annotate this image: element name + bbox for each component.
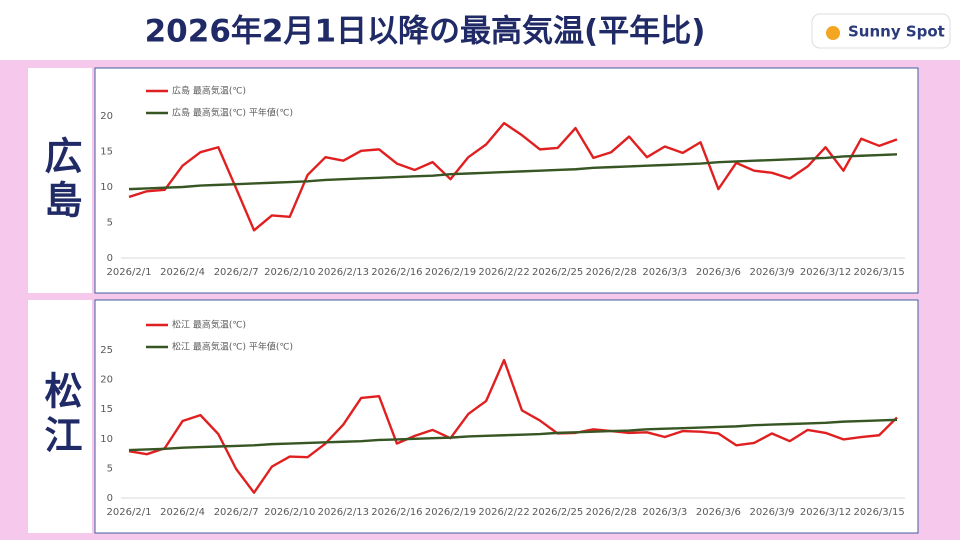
legend-label: 広島 最高気温(℃) — [172, 85, 246, 97]
x-tick-label: 2026/3/9 — [750, 267, 795, 278]
panel-label-box — [28, 68, 92, 293]
page-title: 2026年2月1日以降の最高気温(平年比) — [145, 14, 706, 50]
x-tick-label: 2026/2/13 — [318, 267, 369, 278]
panel-label: 広島 — [38, 136, 82, 224]
y-tick-label: 0 — [107, 493, 113, 504]
y-tick-label: 0 — [107, 253, 113, 264]
series-line — [128, 418, 898, 452]
y-tick-label: 15 — [100, 404, 113, 415]
series-line — [128, 153, 898, 191]
x-tick-label: 2026/3/12 — [800, 267, 851, 278]
header-band — [0, 0, 960, 60]
x-tick-label: 2026/2/7 — [214, 267, 259, 278]
x-tick-label: 2026/3/3 — [642, 267, 687, 278]
x-tick-label: 2026/2/10 — [264, 507, 315, 518]
y-tick-label: 5 — [107, 218, 113, 229]
logo-box — [811, 13, 951, 49]
x-tick-label: 2026/2/28 — [586, 507, 637, 518]
series-line — [128, 358, 898, 494]
x-tick-label: 2026/2/13 — [318, 507, 369, 518]
y-tick-label: 10 — [100, 182, 113, 193]
x-tick-label: 2026/3/9 — [750, 507, 795, 518]
y-tick-label: 15 — [100, 147, 113, 158]
x-tick-label: 2026/2/16 — [371, 507, 422, 518]
chart-frame — [94, 67, 919, 294]
x-tick-label: 2026/2/22 — [478, 507, 529, 518]
x-tick-label: 2026/2/25 — [532, 507, 583, 518]
y-tick-label: 5 — [107, 463, 113, 474]
x-tick-label: 2026/2/16 — [371, 267, 422, 278]
panel-label: 松江 — [38, 371, 82, 459]
y-tick-label: 25 — [100, 345, 113, 356]
y-tick-label: 20 — [100, 375, 113, 386]
x-tick-label: 2026/2/19 — [425, 507, 476, 518]
x-tick-label: 2026/3/3 — [642, 507, 687, 518]
x-tick-label: 2026/3/12 — [800, 507, 851, 518]
x-tick-label: 2026/3/15 — [853, 507, 904, 518]
x-tick-label: 2026/2/25 — [532, 267, 583, 278]
x-tick-label: 2026/3/6 — [696, 507, 741, 518]
x-tick-label: 2026/2/28 — [586, 267, 637, 278]
logo-sun — [826, 26, 840, 40]
y-tick-label: 20 — [100, 111, 113, 122]
x-tick-label: 2026/2/7 — [214, 507, 259, 518]
y-tick-label: 10 — [100, 434, 113, 445]
x-tick-label: 2026/3/15 — [853, 267, 904, 278]
chart-frame — [94, 299, 919, 534]
x-tick-label: 2026/2/1 — [107, 267, 152, 278]
x-tick-label: 2026/2/19 — [425, 267, 476, 278]
legend-label: 松江 最高気温(℃) — [172, 319, 246, 331]
x-tick-label: 2026/3/6 — [696, 267, 741, 278]
x-tick-label: 2026/2/4 — [160, 507, 205, 518]
legend-label: 松江 最高気温(℃) 平年値(℃) — [172, 341, 293, 353]
x-tick-label: 2026/2/10 — [264, 267, 315, 278]
logo-text: Sunny Spot — [848, 23, 945, 41]
series-line — [128, 121, 898, 232]
x-tick-label: 2026/2/4 — [160, 267, 205, 278]
legend-label: 広島 最高気温(℃) 平年値(℃) — [172, 107, 293, 119]
panel-label-box — [28, 300, 92, 533]
x-tick-label: 2026/2/1 — [107, 507, 152, 518]
x-tick-label: 2026/2/22 — [478, 267, 529, 278]
